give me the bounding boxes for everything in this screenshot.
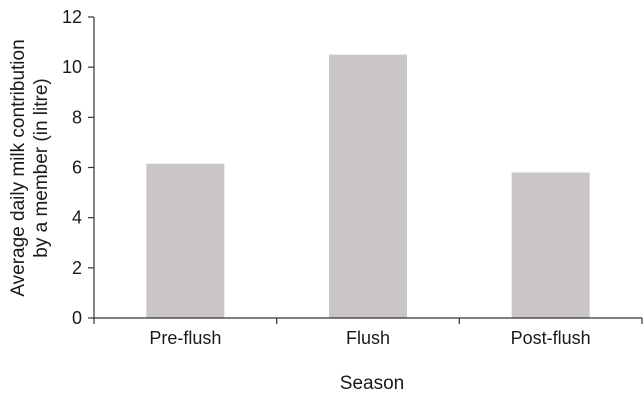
y-axis-title-line-1: Average daily milk contribution bbox=[8, 39, 29, 296]
y-tick-label: 4 bbox=[72, 208, 82, 228]
y-axis-ticks: 0 2 4 6 8 10 12 bbox=[62, 7, 94, 328]
y-tick-label: 12 bbox=[62, 7, 82, 27]
x-tick-label: Pre-flush bbox=[149, 328, 221, 348]
bar-flush bbox=[329, 54, 407, 318]
y-tick-label: 0 bbox=[72, 308, 82, 328]
y-tick-label: 2 bbox=[72, 258, 82, 278]
x-axis-ticks: Pre-flush Flush Post-flush bbox=[93, 318, 643, 348]
x-tick-label: Flush bbox=[346, 328, 390, 348]
y-tick-label: 6 bbox=[72, 158, 82, 178]
bars-group bbox=[146, 54, 590, 318]
y-tick-label: 8 bbox=[72, 107, 82, 127]
bar-post-flush bbox=[511, 172, 590, 318]
bar-pre-flush bbox=[146, 163, 225, 318]
x-axis-title: Season bbox=[340, 373, 404, 393]
y-axis-title-line-2: by a member (in litre) bbox=[31, 78, 52, 258]
x-tick-label: Post-flush bbox=[511, 328, 591, 348]
y-tick-label: 10 bbox=[62, 57, 82, 77]
